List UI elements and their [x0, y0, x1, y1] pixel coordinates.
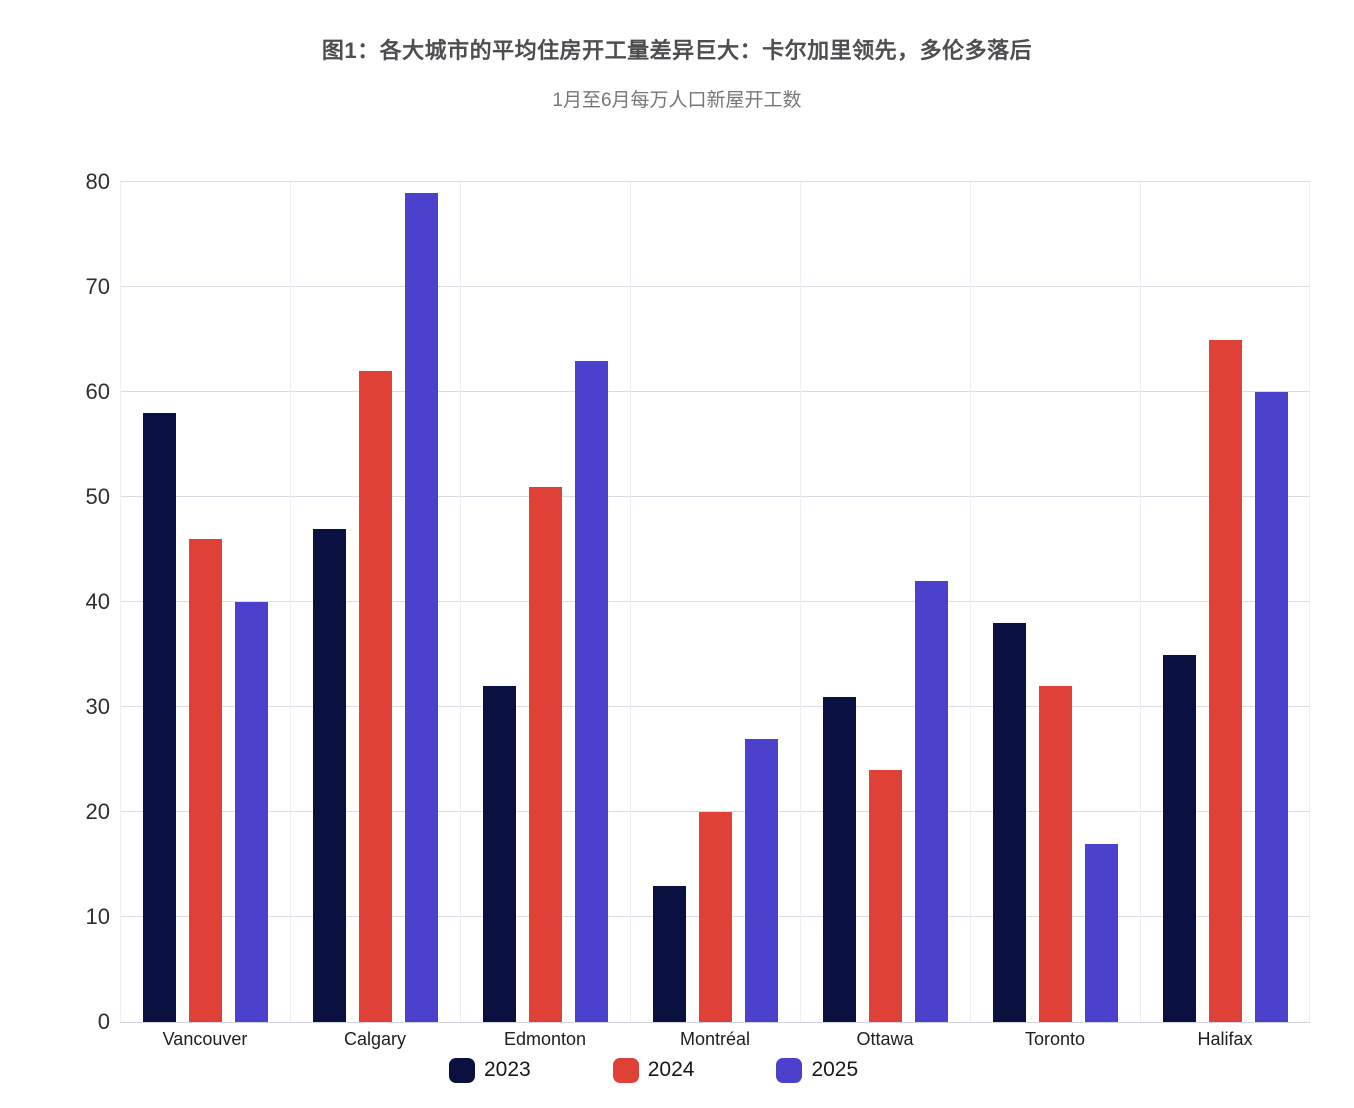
bar-2024-ottawa — [868, 770, 902, 1022]
legend-label-2023: 2023 — [484, 1058, 531, 1081]
bar-2025-calgary — [404, 192, 438, 1022]
legend-swatch-2024 — [612, 1057, 639, 1083]
gridline-x-2 — [460, 182, 461, 1022]
chart-title: 图1：各大城市的平均住房开工量差异巨大：卡尔加里领先，多伦多落后 — [321, 38, 1033, 63]
legend-label-2025: 2025 — [811, 1058, 859, 1081]
gridline-x-3 — [630, 182, 631, 1022]
gridline-x-7 — [1309, 182, 1310, 1022]
gridline-y-60 — [120, 391, 1310, 392]
bar-2023-montreal — [652, 885, 686, 1022]
gridline-y-30 — [120, 706, 1310, 707]
gridline-x-4 — [800, 182, 801, 1022]
x-tick-label-montreal: Montréal — [679, 1029, 751, 1049]
bar-2023-halifax — [1162, 654, 1196, 1022]
x-axis-line — [120, 1022, 1310, 1023]
x-tick-label-ottawa: Ottawa — [856, 1029, 914, 1049]
legend-item-2024[interactable]: 2024 — [612, 1057, 695, 1083]
bar-2024-vancouver — [188, 539, 222, 1022]
y-tick-label-0: 0 — [97, 1009, 110, 1034]
y-tick-label-80: 80 — [85, 169, 110, 194]
gridline-x-1 — [290, 182, 291, 1022]
gridline-x-5 — [970, 182, 971, 1022]
gridline-y-20 — [120, 811, 1310, 812]
bar-2023-ottawa — [822, 696, 856, 1022]
y-tick-label-50: 50 — [85, 484, 110, 509]
bar-2024-edmonton — [528, 486, 562, 1022]
legend-swatch-2025 — [776, 1057, 803, 1083]
gridline-y-40 — [120, 601, 1310, 602]
bar-2025-vancouver — [234, 602, 268, 1022]
gridline-y-50 — [120, 496, 1310, 497]
legend-item-2025[interactable]: 2025 — [776, 1057, 858, 1083]
y-tick-label-30: 30 — [85, 694, 110, 719]
bar-2025-edmonton — [574, 360, 608, 1022]
bar-2025-ottawa — [914, 581, 948, 1022]
gridline-y-80 — [120, 181, 1310, 182]
y-tick-label-20: 20 — [85, 799, 110, 824]
bar-2025-halifax — [1254, 392, 1288, 1022]
x-axis-labels: Vancouver Calgary Edmonton Montréal Ottawa To… — [120, 1028, 1310, 1052]
y-tick-label-60: 60 — [85, 379, 110, 404]
bar-2024-calgary — [358, 371, 392, 1022]
bar-2025-toronto — [1084, 843, 1118, 1022]
bar-2023-edmonton — [482, 686, 516, 1022]
bar-2023-toronto — [992, 623, 1026, 1022]
bar-2023-vancouver — [142, 413, 176, 1022]
legend-swatch-2023 — [449, 1057, 475, 1083]
legend-item-2023[interactable]: 2023 — [449, 1057, 531, 1083]
bar-2025-montreal — [744, 738, 778, 1022]
legend: 2023 2024 2025 — [449, 1056, 858, 1084]
gridline-y-70 — [120, 286, 1310, 287]
y-tick-label-10: 10 — [85, 904, 110, 929]
y-tick-label-70: 70 — [85, 274, 110, 299]
x-tick-label-halifax: Halifax — [1197, 1029, 1253, 1049]
bar-2023-calgary — [312, 528, 346, 1022]
bar-2024-toronto — [1038, 686, 1072, 1022]
plot-area — [120, 181, 1310, 1023]
legend-label-2024: 2024 — [647, 1058, 695, 1081]
bar-2024-montreal — [698, 812, 732, 1022]
x-tick-label-edmonton: Edmonton — [503, 1029, 587, 1049]
chart-subtitle: 1月至6月每万人口新屋开工数 — [552, 90, 802, 111]
x-tick-label-toronto: Toronto — [1024, 1029, 1086, 1049]
gridline-x-6 — [1140, 182, 1141, 1022]
bar-2024-halifax — [1208, 339, 1242, 1022]
y-axis-labels: 0 10 20 30 40 50 60 70 80 — [0, 169, 110, 1034]
x-tick-label-vancouver: Vancouver — [162, 1029, 248, 1049]
x-tick-label-calgary: Calgary — [343, 1029, 407, 1049]
y-tick-label-40: 40 — [85, 589, 110, 614]
gridline-x-0 — [120, 182, 121, 1022]
